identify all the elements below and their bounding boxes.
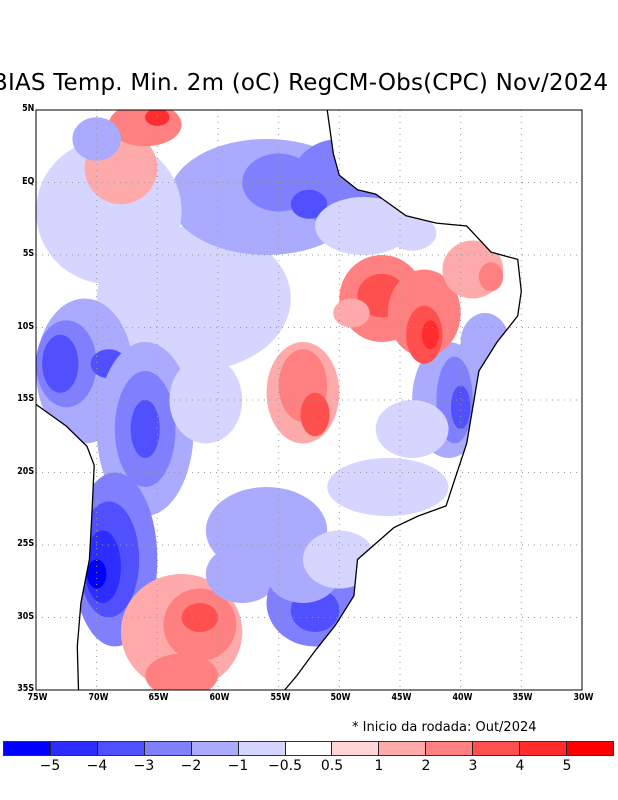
lon-tick-label: 40W	[452, 692, 473, 703]
lat-tick-label: 5S	[22, 248, 34, 259]
lon-tick-label: 65W	[148, 692, 169, 703]
colorbar-swatch	[4, 742, 51, 755]
colorbar-label: 0.5	[320, 758, 344, 774]
lat-tick-label: 10S	[17, 320, 34, 332]
lat-tick-label: EQ	[21, 175, 34, 187]
bias-contour-region	[333, 298, 370, 328]
colorbar-swatch	[520, 742, 568, 755]
lon-tick-label: 35W	[512, 692, 533, 703]
bias-contour-region	[290, 189, 328, 219]
lat-tick-label: 20S	[17, 465, 34, 477]
lon-tick-label: 75W	[27, 692, 48, 703]
bias-contour-region	[450, 385, 471, 429]
colorbar-swatch	[473, 742, 521, 755]
colorbar-swatch	[97, 742, 145, 755]
colorbar-swatch	[332, 742, 380, 755]
run-start-note: * Inicio da rodada: Out/2024	[352, 720, 537, 735]
colorbar-label: 2	[421, 758, 431, 774]
colorbar-label: 1	[374, 758, 384, 774]
bias-contour-region	[327, 458, 449, 516]
colorbar-label: −1	[227, 758, 249, 774]
colorbar-swatch	[426, 742, 474, 755]
colorbar-swatch	[285, 742, 333, 755]
lat-tick-label: 15S	[17, 393, 34, 404]
bias-contour-region	[130, 400, 160, 458]
lon-tick-label: 60W	[209, 692, 230, 703]
lon-tick-label: 50W	[330, 692, 351, 703]
bias-contour-region	[300, 392, 330, 437]
colorbar-swatch	[191, 742, 239, 755]
bias-contour-region	[478, 262, 504, 292]
bias-contour-region	[145, 110, 170, 126]
colorbar-label: −0.5	[268, 758, 302, 774]
bias-contour-region	[181, 603, 218, 632]
lon-tick-label: 55W	[270, 692, 291, 703]
colorbar-label: −3	[133, 758, 155, 774]
bias-contour-region	[169, 356, 243, 444]
colorbar-label: 5	[562, 758, 572, 774]
coastline	[35, 109, 522, 691]
bias-contour-region	[421, 320, 439, 350]
colorbar-label: −4	[86, 758, 108, 774]
colorbar-swatch	[567, 742, 613, 755]
lat-tick-label: 30S	[17, 610, 34, 622]
lat-tick-label: 5N	[21, 103, 34, 114]
map-frame	[35, 109, 583, 691]
lat-tick-label: 25S	[17, 538, 34, 549]
bias-contour-region	[72, 117, 121, 161]
colorbar-swatch	[50, 742, 98, 755]
colorbar-label: 3	[468, 758, 478, 774]
colorbar-label: −2	[180, 758, 202, 774]
colorbar-label: 4	[515, 758, 525, 774]
bias-contour-region	[145, 653, 219, 690]
lon-tick-label: 70W	[88, 692, 109, 703]
map-title: BIAS Temp. Min. 2m (oC) RegCM-Obs(CPC) N…	[0, 70, 609, 96]
bias-contour-region	[375, 400, 449, 458]
lon-tick-label: 30W	[573, 692, 594, 703]
colorbar-swatch	[144, 742, 192, 755]
bias-contour-region	[302, 530, 376, 589]
bias-contour-region	[86, 559, 107, 589]
grid-lines	[36, 110, 582, 690]
colorbar-swatch	[238, 742, 286, 755]
lon-tick-label: 45W	[391, 692, 412, 703]
colorbar-swatch	[379, 742, 427, 755]
bias-field	[36, 110, 510, 690]
lat-tick-label: 35S	[17, 683, 34, 694]
colorbar-label: −5	[39, 758, 61, 774]
bias-map	[35, 109, 583, 691]
bias-contour-region	[42, 334, 79, 393]
colorbar	[3, 741, 614, 756]
bias-contour-region	[315, 197, 413, 255]
